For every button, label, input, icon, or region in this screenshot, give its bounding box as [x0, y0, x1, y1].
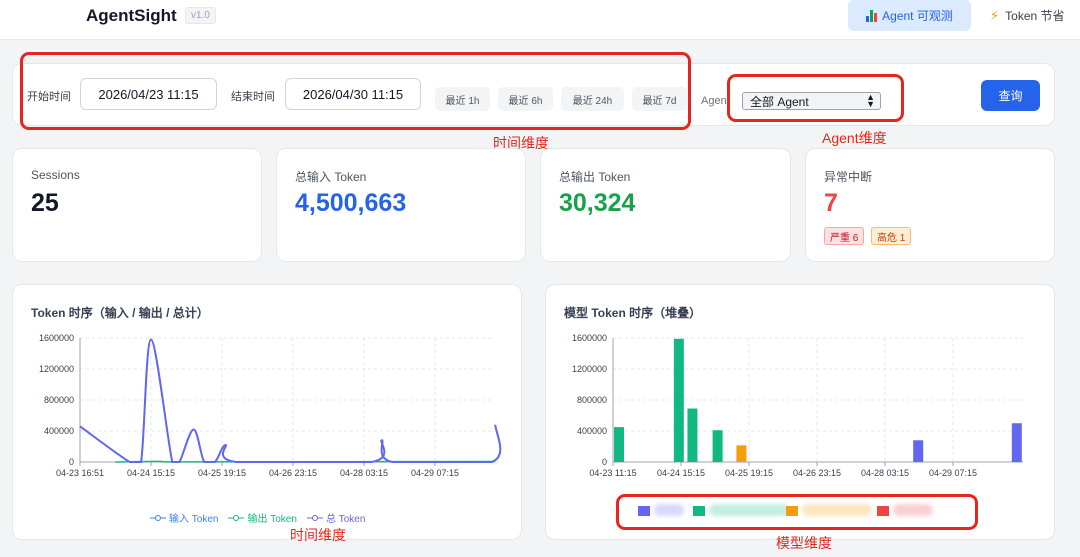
y-tick-label: 1600000 [39, 333, 74, 343]
chart-bar [673, 338, 684, 462]
legend-output[interactable]: 输出 Token [228, 510, 297, 525]
legend-label: 输出 Token [247, 514, 297, 525]
chart-bar [712, 430, 723, 462]
stat-title: 总输出 Token [559, 170, 631, 184]
x-tick-label: 04-26 23:15 [793, 468, 841, 478]
time-dimension-highlight [20, 52, 691, 130]
severity-critical-badge: 严重 6 [824, 227, 865, 245]
select-arrows-icon: ▲ ▼ [866, 92, 875, 109]
x-tick-label: 04-26 23:15 [269, 468, 317, 478]
x-tick-label: 04-29 07:15 [929, 468, 977, 478]
model-legend-swatch[interactable] [693, 506, 705, 516]
y-tick-label: 0 [602, 457, 607, 467]
stat-value: 30,324 [559, 189, 636, 217]
agent-select[interactable]: 全部 Agent ▲ ▼ [742, 92, 881, 110]
model-legend-label-blurred [893, 504, 933, 516]
x-tick-label: 04-25 19:15 [198, 468, 246, 478]
agent-dimension-highlight [727, 74, 904, 122]
y-tick-label: 800000 [44, 395, 74, 405]
x-tick-label: 04-25 19:15 [725, 468, 773, 478]
stat-title: 总输入 Token [295, 170, 367, 184]
chart-bar [1011, 423, 1022, 462]
x-tick-label: 04-23 16:51 [56, 468, 104, 478]
model-token-card: 模型 Token 时序（堆叠） 0 400000 800000 1200000 1600… [545, 284, 1055, 540]
severity-high-badge: 高危 1 [871, 227, 912, 245]
end-time-input[interactable]: 2026/04/30 11:15 [285, 78, 421, 110]
stat-title: 异常中断 [824, 170, 873, 184]
chart-legend: 输入 Token 输出 Token 总 Token [150, 510, 365, 525]
nav-token-saving[interactable]: ⚡ Token 节省 [990, 0, 1065, 31]
y-tick-label: 400000 [44, 426, 74, 436]
quick-6h-button[interactable]: 最近 6h [498, 87, 553, 111]
stat-card-sessions: Sessions 25 [12, 148, 262, 262]
stat-card-abnormal: 异常中断 7 严重 6 高危 1 [805, 148, 1055, 262]
y-tick-label: 1200000 [572, 364, 607, 374]
chart-time-annotation: 时间维度 [290, 527, 346, 543]
stat-card-input-token: 总输入 Token 4,500,663 [276, 148, 526, 262]
nav-label: Agent 可观测 [882, 9, 953, 23]
stat-value: 25 [31, 189, 59, 217]
legend-label: 输入 Token [169, 514, 219, 525]
x-tick-label: 04-28 03:15 [340, 468, 388, 478]
time-dimension-annotation: 时间维度 [493, 135, 549, 151]
legend-input[interactable]: 输入 Token [150, 510, 218, 525]
end-time-label: 结束时间 [231, 91, 275, 103]
model-legend-swatch[interactable] [786, 506, 798, 516]
x-tick-label: 04-24 15:15 [657, 468, 705, 478]
model-dimension-annotation: 模型维度 [776, 535, 832, 551]
model-legend-label-blurred [802, 504, 872, 516]
model-legend-label-blurred [654, 504, 684, 516]
chart-bar [614, 427, 624, 462]
top-bar: AgentSight v1.0 Agent 可观测 ⚡ Token 节省 [0, 0, 1080, 40]
query-button[interactable]: 查询 [981, 80, 1040, 111]
model-dimension-highlight [616, 494, 978, 530]
x-tick-label: 04-29 07:15 [411, 468, 459, 478]
x-tick-label: 04-23 11:15 [589, 468, 636, 478]
chart-bar [913, 440, 924, 462]
version-badge: v1.0 [185, 7, 216, 24]
chart-title: Token 时序（输入 / 输出 / 总计） [31, 306, 209, 320]
model-legend-swatch[interactable] [638, 506, 650, 516]
y-tick-label: 0 [69, 457, 74, 467]
stat-value: 4,500,663 [295, 189, 407, 217]
agent-label: Agent [701, 95, 730, 107]
chart-bar [736, 445, 747, 462]
token-timeseries-card: Token 时序（输入 / 输出 / 总计） 0 400000 800000 1200… [12, 284, 522, 540]
legend-total[interactable]: 总 Token [306, 510, 366, 525]
stat-value: 7 [824, 189, 838, 217]
quick-1h-button[interactable]: 最近 1h [435, 87, 490, 111]
lightning-icon: ⚡ [990, 7, 1000, 23]
legend-label: 总 Token [325, 514, 366, 525]
start-time-input[interactable]: 2026/04/23 11:15 [80, 78, 217, 110]
y-tick-label: 800000 [577, 395, 607, 405]
model-legend-swatch[interactable] [877, 506, 889, 516]
agent-dimension-annotation: Agent维度 [822, 130, 887, 146]
x-tick-label: 04-24 15:15 [127, 468, 175, 478]
model-legend-label-blurred [709, 504, 789, 516]
nav-agent-observability[interactable]: Agent 可观测 [848, 0, 971, 31]
agent-select-value: 全部 Agent [750, 94, 809, 109]
app-title: AgentSight [86, 6, 177, 25]
model-bar-chart: 0 400000 800000 1200000 1600000 04-23 11:15 04… [572, 333, 1023, 478]
y-tick-label: 1200000 [39, 364, 74, 374]
stat-title: Sessions [31, 168, 80, 182]
quick-24h-button[interactable]: 最近 24h [561, 87, 624, 111]
stat-card-output-token: 总输出 Token 30,324 [540, 148, 791, 262]
chart-title: 模型 Token 时序（堆叠） [564, 306, 702, 320]
nav-label: Token 节省 [1005, 9, 1065, 23]
start-time-label: 开始时间 [27, 91, 71, 103]
chart-bar [687, 408, 698, 462]
x-tick-label: 04-28 03:15 [861, 468, 909, 478]
y-tick-label: 1600000 [572, 333, 607, 343]
token-line-chart: 0 400000 800000 1200000 1600000 04-23 16:51 04… [39, 333, 502, 478]
y-tick-label: 400000 [577, 426, 607, 436]
bar-chart-icon [866, 9, 878, 22]
series-line-2 [79, 338, 502, 463]
quick-7d-button[interactable]: 最近 7d [632, 87, 687, 111]
